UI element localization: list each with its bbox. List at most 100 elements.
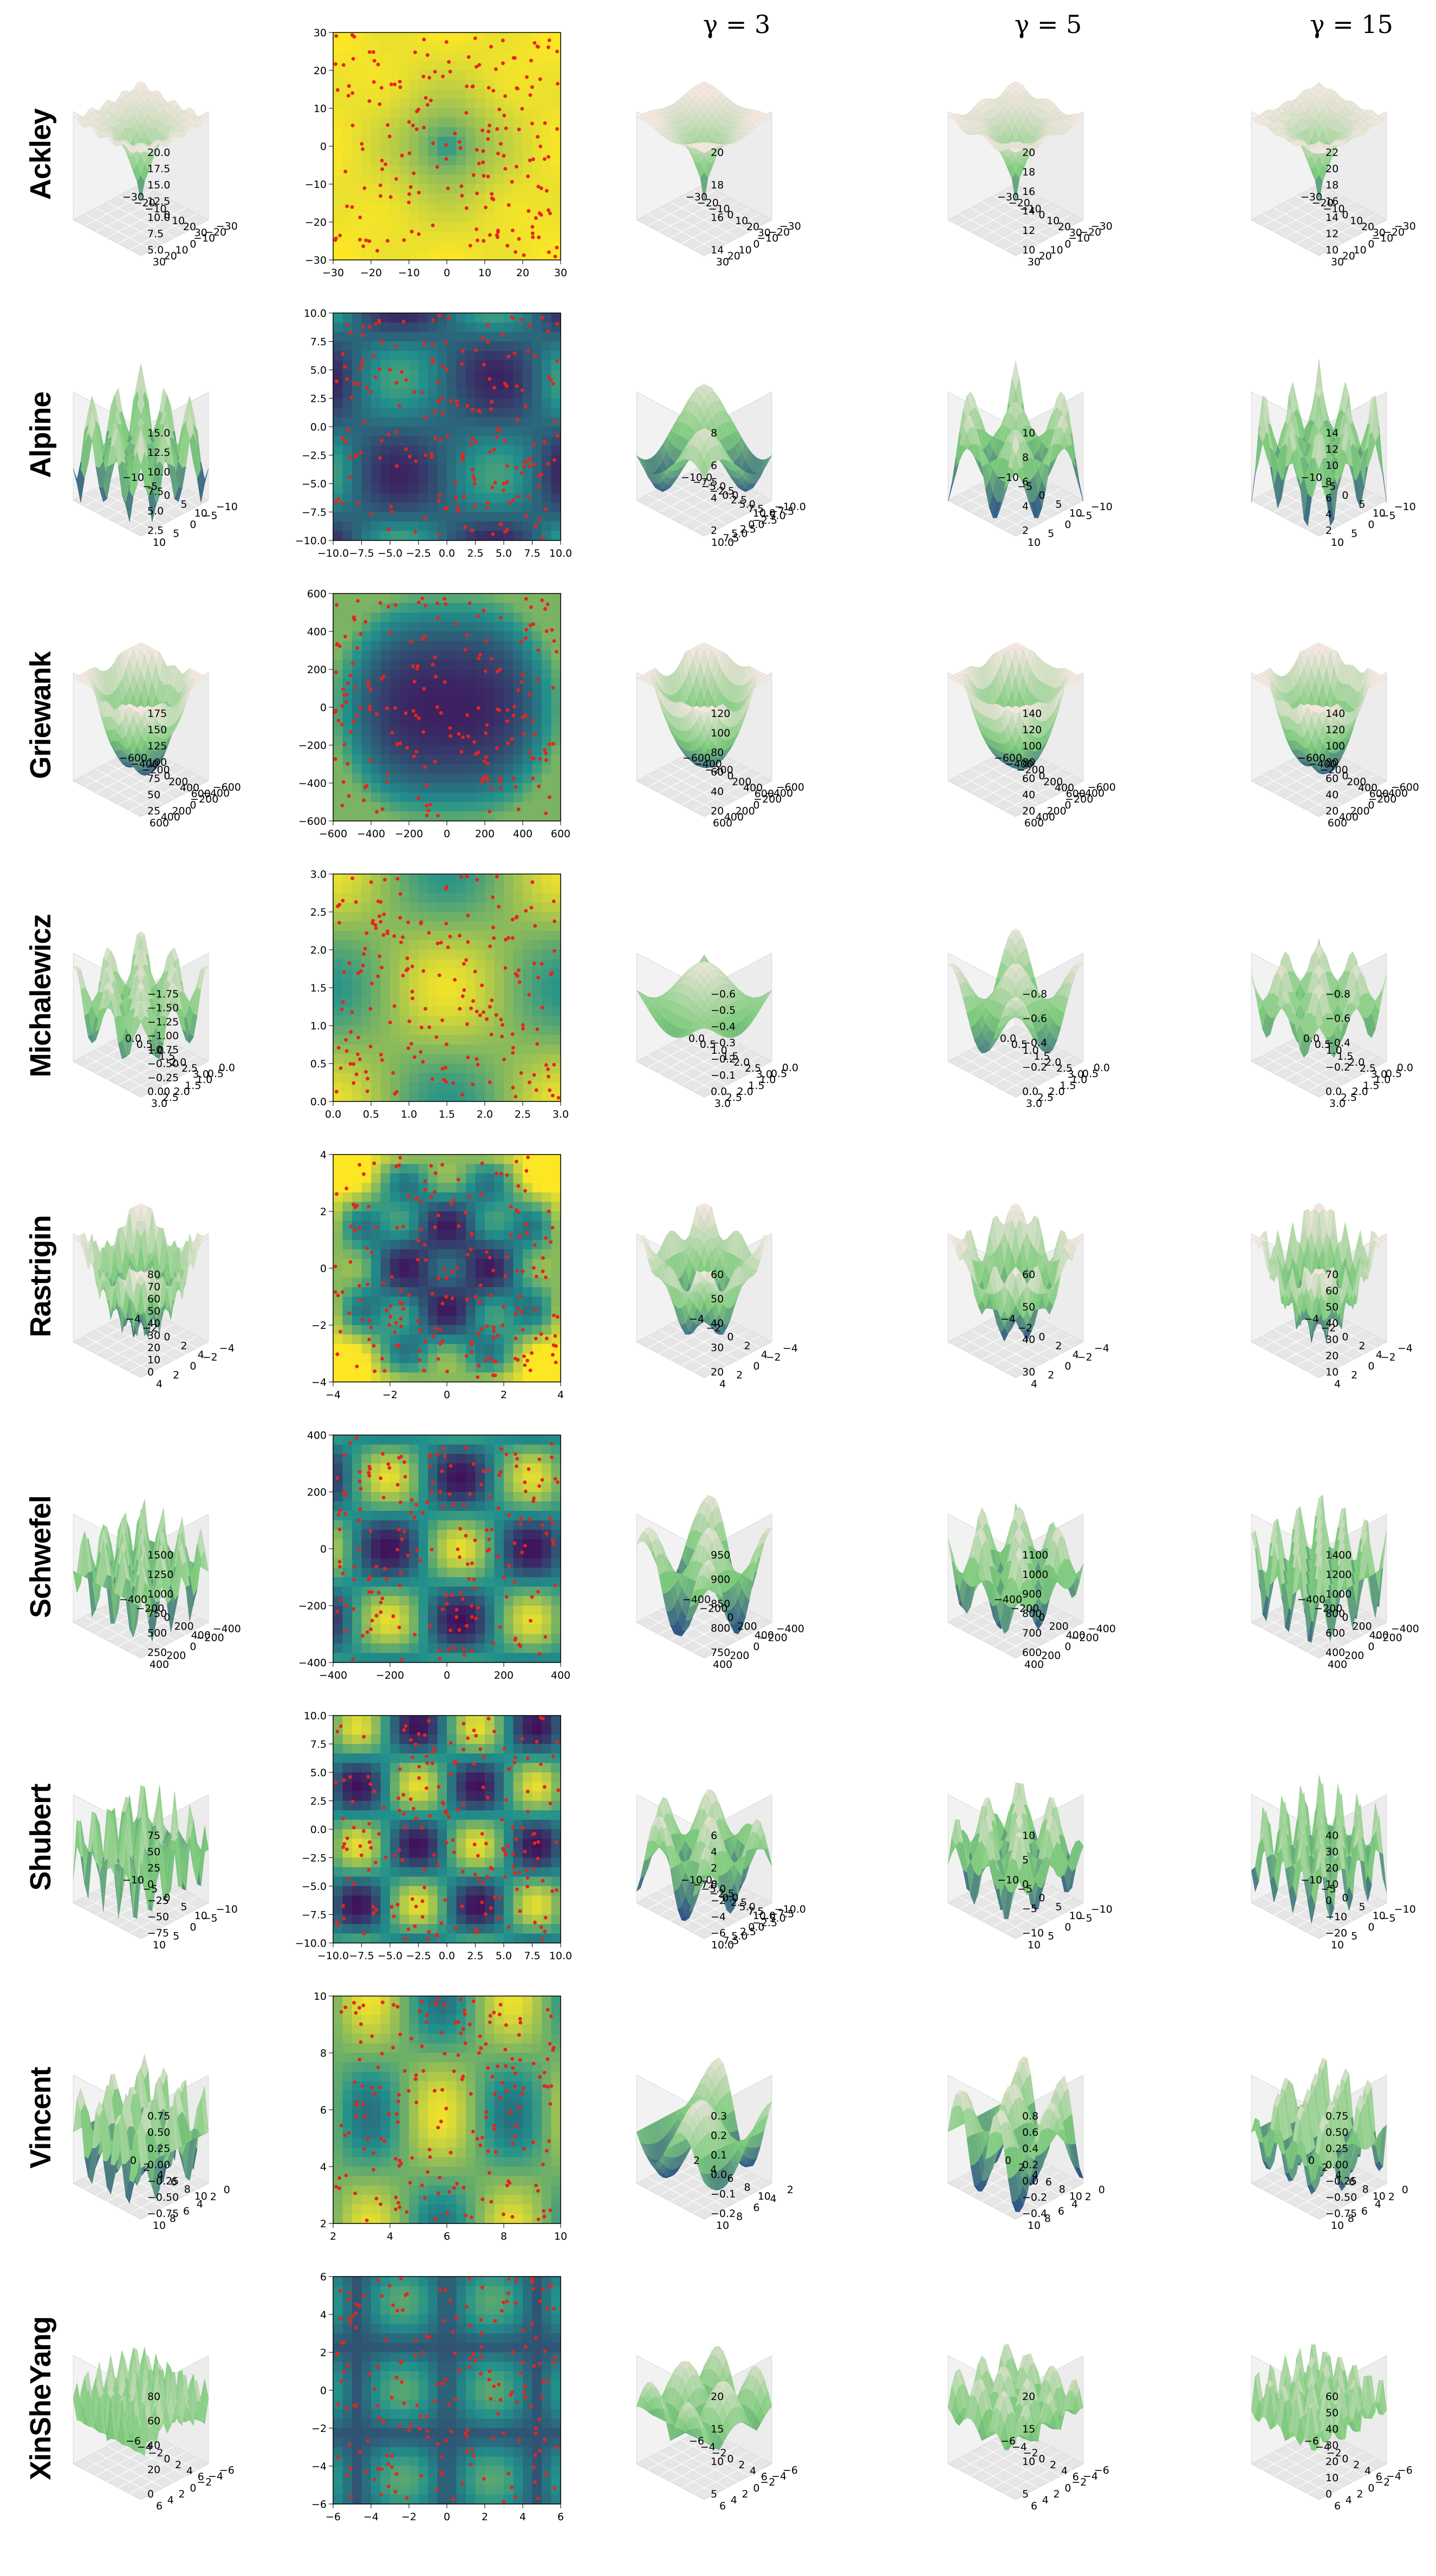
sample-point [394,2157,398,2161]
gamma-2-ytick: 0 [1099,2184,1105,2196]
gamma-3-surface-ackley: −30−20−100 102030−30−20−10010203010121416… [1251,81,1416,268]
sample-point [444,922,448,925]
heatmap-ytick: 0 [320,141,327,153]
sample-point [372,1344,376,1348]
gamma-1-ytick: 0 [753,238,759,250]
sample-point [474,348,478,352]
sample-point [405,2210,409,2214]
sample-point [395,464,399,468]
sample-point [537,2362,542,2366]
gamma-3-surface-vincent: 02468100246810−0.75−0.50−0.250.000.250.5… [1251,2057,1408,2232]
gamma-2-ytick: 2 [1054,2488,1060,2500]
original-ytick: −20 [205,226,226,238]
sample-point [517,1642,521,1647]
original-ztick: −1.75 [147,988,179,1000]
gamma-2-ztick: 1100 [1022,1549,1048,1561]
sample-point [470,1231,474,1236]
sample-point [488,449,492,454]
sample-point [477,656,481,661]
sample-point [479,2046,483,2050]
sample-point [397,1848,401,1852]
sample-point [506,355,511,358]
sample-point [515,1269,519,1273]
gamma-3-ytick: −4 [1398,1342,1413,1354]
heatmap-xtick: −5.0 [378,1950,402,1962]
gamma-2-ztick: 1000 [1022,1569,1048,1581]
sample-point [534,1274,538,1279]
sample-point [475,878,479,882]
sample-point [523,636,528,640]
heatmap-ytick: −10 [305,179,327,191]
sample-point [376,1590,381,1595]
sample-point [447,2402,451,2407]
sample-point [341,63,346,67]
gamma-3-xtick: −10 [1301,472,1322,484]
sample-point [424,1755,428,1758]
original-ztick: 25 [147,1862,160,1874]
sample-point [437,973,441,977]
original-xtick: −10 [122,1874,144,1886]
sample-point [422,687,426,691]
sample-point [424,604,427,608]
sample-point [405,956,410,960]
sample-point [540,2395,544,2399]
original-xtick: −20 [134,197,155,209]
sample-point [377,318,381,322]
sample-point [414,749,418,754]
sample-point [492,2127,497,2131]
sample-point [545,2057,550,2062]
original-ytick: 5 [173,528,179,540]
sample-point [412,390,417,394]
sample-point [456,1547,460,1551]
sample-point [399,1455,403,1459]
sample-point [333,1290,337,1294]
sample-point [362,2147,366,2151]
sample-point [513,2135,517,2138]
heatmap-xtick: −200 [395,828,423,840]
sample-point [460,349,465,353]
sample-point [400,1301,404,1306]
gamma-3-ztick: −0.25 [1325,2175,1357,2187]
original-ztick: −75 [147,1927,169,1939]
sample-point [345,1836,349,1841]
sample-point [358,2057,362,2062]
heatmap-ytick: 10.0 [304,308,327,319]
sample-point [475,1931,479,1935]
sample-point [401,1225,405,1229]
sample-point [510,315,514,319]
sample-point [368,325,372,329]
sample-point [449,1202,453,1206]
sample-point [413,1742,418,1746]
gamma-1-ytick: 10 [739,244,752,256]
gamma-3-ytick: 200 [1344,1650,1364,1662]
sample-point [544,2472,548,2476]
sample-point [350,91,355,95]
original-ztick: 10.0 [147,466,170,478]
sample-point [510,2142,515,2146]
sample-point [488,944,492,948]
sample-point [347,1311,352,1315]
sample-point [527,1467,531,1471]
sample-point [471,2352,476,2356]
sample-point [352,381,356,386]
sample-point [504,1798,508,1802]
sample-point [462,1721,466,1726]
sample-point [522,2147,526,2151]
sample-point [368,1575,372,1579]
sample-point [421,1060,425,1064]
sample-point [353,686,357,690]
gamma-1-ytick: 0 [753,1360,759,1372]
sample-point [356,1052,360,1057]
sample-point [333,1264,337,1269]
gamma-1-surface-michalewicz: 0.00.51.01.52.02.53.00.00.51.01.52.02.53… [636,953,798,1110]
sample-point [453,977,457,982]
gamma-2-xtick: −10 [997,1874,1019,1886]
sample-point [385,1577,389,1581]
sample-point [354,2325,358,2330]
heatmap-xtick: −10.0 [317,547,349,559]
sample-point [462,494,466,498]
gamma-3-xtick: 0 [1342,1892,1348,1904]
sample-point [480,2197,485,2201]
sample-point [538,2299,542,2304]
sample-point [363,2115,367,2119]
